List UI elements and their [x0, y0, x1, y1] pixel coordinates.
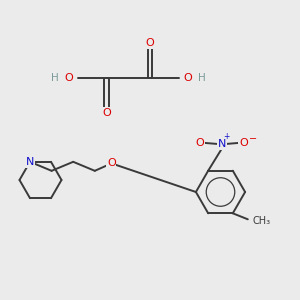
Text: O: O	[107, 158, 116, 168]
Text: O: O	[146, 38, 154, 49]
Text: −: −	[249, 134, 258, 144]
Text: O: O	[102, 107, 111, 118]
Text: N: N	[26, 157, 34, 167]
Text: O: O	[239, 138, 248, 148]
Text: H: H	[51, 73, 59, 83]
Text: N: N	[218, 139, 226, 149]
Text: +: +	[224, 132, 230, 141]
Text: O: O	[183, 73, 192, 83]
Text: O: O	[196, 138, 205, 148]
Text: H: H	[198, 73, 206, 83]
Text: O: O	[64, 73, 74, 83]
Text: CH₃: CH₃	[252, 216, 270, 226]
